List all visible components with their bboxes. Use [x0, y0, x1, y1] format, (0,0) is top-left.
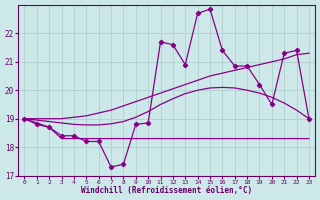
X-axis label: Windchill (Refroidissement éolien,°C): Windchill (Refroidissement éolien,°C) — [81, 186, 252, 195]
